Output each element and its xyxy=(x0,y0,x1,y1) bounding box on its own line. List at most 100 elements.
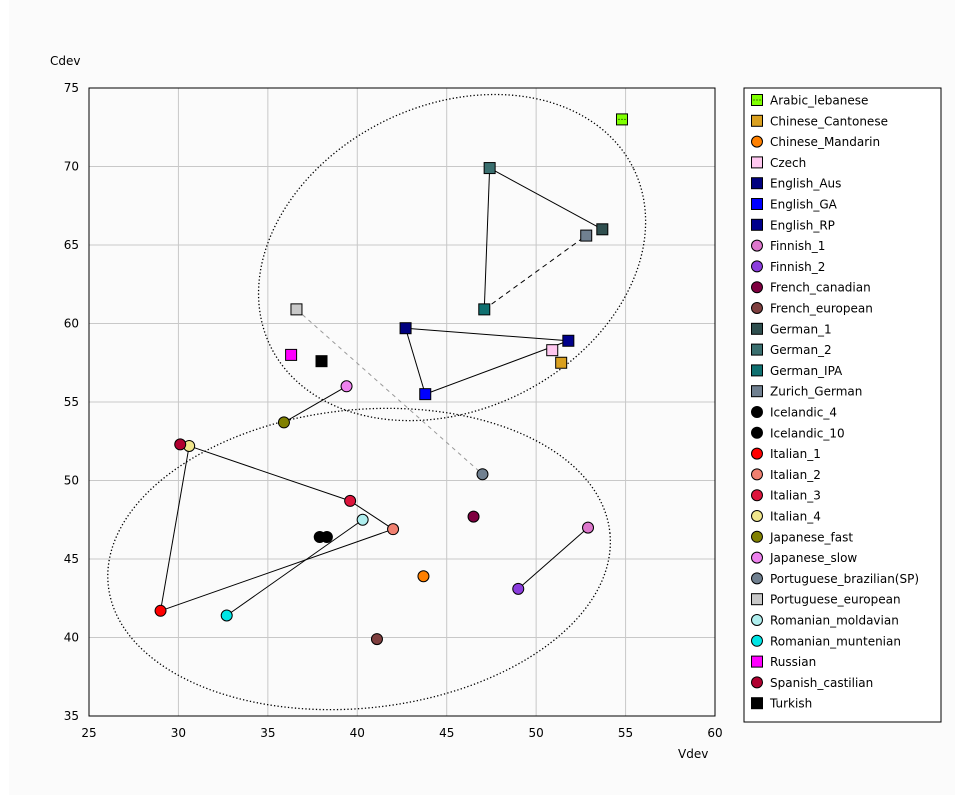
marker-French_european xyxy=(751,302,763,314)
legend-label: Chinese_Cantonese xyxy=(770,114,888,128)
legend-label: German_1 xyxy=(770,322,832,336)
legend-label: Italian_1 xyxy=(770,447,821,461)
legend-item: French_european xyxy=(751,302,873,316)
marker-English_RP xyxy=(751,218,763,231)
legend-item: English_RP xyxy=(751,218,835,232)
marker-Zurich_German xyxy=(580,229,593,242)
y-tick-label: 70 xyxy=(64,160,79,174)
legend-label: French_european xyxy=(770,302,873,316)
legend-label: Arabic_lebanese xyxy=(770,94,868,108)
legend-label: Portuguese_european xyxy=(770,593,901,607)
connector-line xyxy=(226,519,363,616)
legend-item: Chinese_Mandarin xyxy=(751,135,880,149)
legend-label: Japanese_slow xyxy=(769,551,857,565)
legend-item: Italian_4 xyxy=(751,510,821,524)
legend-label: English_Aus xyxy=(770,177,841,191)
marker-Czech xyxy=(546,344,559,357)
marker-German_1 xyxy=(751,322,763,335)
marker-Czech xyxy=(751,156,763,169)
cluster-ellipse xyxy=(257,93,647,422)
marker-Portuguese_european xyxy=(751,593,763,606)
legend-label: Zurich_German xyxy=(770,385,862,399)
marker-Russian xyxy=(751,655,763,668)
marker-Japanese_fast xyxy=(277,416,290,429)
marker-Italian_2 xyxy=(387,523,400,536)
cluster-ellipse xyxy=(107,407,612,711)
marker-Japanese_slow xyxy=(340,380,353,393)
marker-English_GA xyxy=(419,388,432,401)
marker-Romanian_muntenian xyxy=(751,634,763,647)
marker-Italian_1 xyxy=(154,604,167,617)
x-axis-title: Vdev xyxy=(678,747,708,761)
legend-item: Japanese_fast xyxy=(751,530,853,544)
legend-item: Spanish_castilian xyxy=(751,676,873,690)
scatter-chart: 25 30 35 40 45 50 55 60 35 40 45 50 55 60 65 70 75 Cdev… xyxy=(50,54,942,761)
y-tick-labels: 35 40 45 50 55 60 65 70 75 xyxy=(64,81,79,723)
connector-line xyxy=(188,445,351,502)
legend-item: German_IPA xyxy=(751,364,843,378)
marker-Chinese_Mandarin xyxy=(417,570,430,583)
marker-French_european xyxy=(370,633,383,646)
legend-item: Portuguese_brazilian(SP) xyxy=(751,572,919,586)
marker-English_Aus xyxy=(399,322,412,335)
legend: Arabic_lebanese Chinese_Cantonese Chinese_… xyxy=(743,87,942,723)
marker-German_2 xyxy=(483,162,496,175)
legend-item: Italian_3 xyxy=(751,489,821,503)
legend-item: English_GA xyxy=(751,198,838,212)
legend-label: English_GA xyxy=(770,198,838,212)
legend-item: Icelandic_10 xyxy=(751,426,845,440)
marker-Finnish_2 xyxy=(751,260,763,273)
connector-line xyxy=(160,445,190,611)
marker-Italian_1 xyxy=(751,447,763,460)
marker-Finnish_1 xyxy=(582,521,595,534)
marker-Spanish_castilian xyxy=(174,438,187,451)
cluster-ellipses xyxy=(107,93,647,711)
marker-French_canadian xyxy=(467,510,480,523)
data-markers xyxy=(154,113,628,646)
marker-Romanian_muntenian xyxy=(220,609,233,622)
marker-German_1 xyxy=(596,223,609,236)
legend-item: Icelandic_4 xyxy=(751,406,837,420)
legend-label: Chinese_Mandarin xyxy=(770,135,880,149)
legend-item: Zurich_German xyxy=(751,385,862,399)
marker-Italian_3 xyxy=(751,489,763,502)
marker-Turkish xyxy=(751,697,763,710)
plot-frame xyxy=(88,87,716,717)
legend-box xyxy=(743,87,942,723)
y-tick-label: 35 xyxy=(64,709,79,723)
x-tick-label: 40 xyxy=(350,726,365,740)
connector-line xyxy=(405,327,569,342)
legend-label: Japanese_fast xyxy=(769,530,853,544)
connector-line xyxy=(349,500,394,530)
connector-line xyxy=(283,385,347,423)
marker-English_GA xyxy=(751,198,763,210)
legend-label: Romanian_muntenian xyxy=(770,634,901,648)
marker-Romanian_moldavian xyxy=(356,513,369,526)
y-tick-label: 45 xyxy=(64,552,79,566)
y-tick-label: 55 xyxy=(64,395,79,409)
marker-Italian_3 xyxy=(344,494,357,507)
legend-label: Finnish_2 xyxy=(770,260,825,274)
marker-Italian_4 xyxy=(751,510,763,522)
legend-label: German_IPA xyxy=(770,364,843,378)
y-tick-label: 75 xyxy=(64,81,79,95)
y-tick-label: 40 xyxy=(64,631,79,645)
legend-label: Italian_4 xyxy=(770,510,821,524)
marker-Japanese_fast xyxy=(751,530,763,543)
marker-Chinese_Cantonese xyxy=(751,114,763,127)
connector-line xyxy=(483,168,491,310)
y-tick-label: 50 xyxy=(64,474,79,488)
connector-line xyxy=(425,340,569,395)
connector-lines xyxy=(160,167,603,616)
connector-line xyxy=(160,528,394,612)
marker-Chinese_Mandarin xyxy=(751,135,763,148)
legend-label: Portuguese_brazilian(SP) xyxy=(770,572,919,586)
legend-item: English_Aus xyxy=(751,177,841,191)
marker-English_RP xyxy=(562,334,575,347)
connector-line xyxy=(405,328,426,395)
x-tick-label: 60 xyxy=(707,726,722,740)
legend-label: Finnish_1 xyxy=(770,239,825,253)
legend-label: English_RP xyxy=(770,218,835,232)
legend-item: Russian xyxy=(751,655,816,669)
marker-Italian_2 xyxy=(751,468,763,481)
